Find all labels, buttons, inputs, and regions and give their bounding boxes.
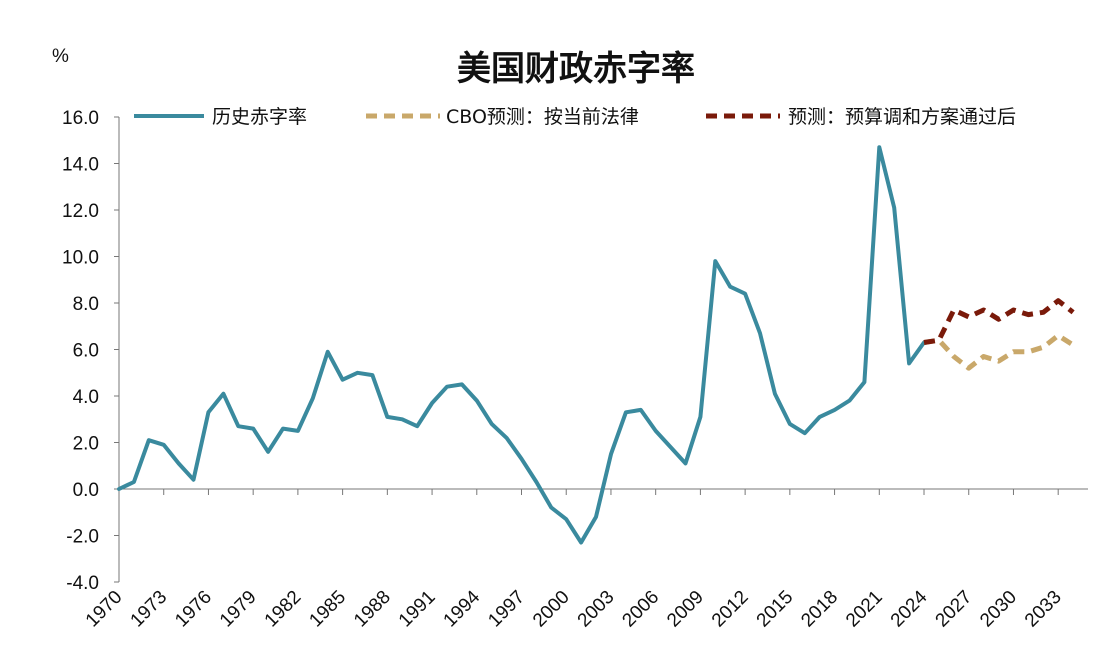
legend-item-reconciliation: 预测：预算调和方案通过后: [706, 106, 1016, 128]
x-tick-label: 2018: [797, 587, 842, 632]
x-tick-label: 1994: [440, 586, 485, 631]
legend-item-history: 历史赤字率: [134, 106, 307, 128]
y-tick-label: -4.0: [66, 573, 99, 594]
legend-label-reconciliation: 预测：预算调和方案通过后: [788, 106, 1016, 128]
y-tick-label: 12.0: [62, 201, 99, 222]
x-tick-label: 1997: [484, 587, 529, 632]
legend-item-cbo: CBO预测：按当前法律: [366, 106, 639, 128]
x-axis-ticks: 1970 1973 1976 1979 1982 1985 1988 1991 1994 1997…: [82, 489, 1066, 631]
y-axis-unit-label: %: [52, 46, 69, 67]
y-tick-label: 10.0: [62, 248, 99, 269]
x-tick-label: 2015: [753, 587, 798, 632]
x-tick-label: 1985: [305, 587, 350, 632]
y-tick-label: 16.0: [62, 108, 99, 129]
x-tick-label: 1979: [216, 587, 261, 632]
legend-label-history: 历史赤字率: [212, 106, 307, 128]
x-tick-label: 1982: [261, 587, 306, 632]
legend-label-cbo: CBO预测：按当前法律: [446, 106, 639, 128]
series-line-2: [923, 298, 1075, 345]
x-tick-label: 2003: [574, 587, 619, 632]
x-tick-label: 2009: [663, 587, 708, 632]
x-tick-label: 2000: [529, 587, 574, 632]
series-line-1: [923, 333, 1075, 371]
legend: 历史赤字率 CBO预测：按当前法律 预测：预算调和方案通过后: [134, 106, 1016, 128]
x-tick-label: 2024: [887, 586, 932, 631]
x-tick-label: 2006: [618, 587, 663, 632]
x-tick-label: 1988: [350, 587, 395, 632]
x-tick-label: 2021: [842, 587, 887, 632]
x-tick-label: 1991: [395, 587, 440, 632]
x-tick-label: 2030: [976, 587, 1021, 632]
x-tick-label: 1973: [127, 587, 172, 632]
x-tick-label: 2027: [932, 587, 977, 632]
y-tick-label: 14.0: [62, 155, 99, 176]
series-line-0: [117, 145, 926, 545]
y-tick-label: 8.0: [73, 294, 99, 315]
chart-title: 美国财政赤字率: [457, 49, 695, 89]
y-tick-label: 6.0: [73, 341, 99, 362]
y-tick-label: 4.0: [73, 387, 99, 408]
y-tick-label: -2.0: [66, 527, 99, 548]
x-tick-label: 1976: [171, 587, 216, 632]
x-tick-label: 2012: [708, 587, 753, 632]
y-axis-ticks: 16.0 14.0 12.0 10.0 8.0 6.0 4.0 2.0 0.0 -2.0 -4.0: [62, 108, 119, 594]
y-tick-label: 2.0: [73, 434, 99, 455]
x-tick-label: 2033: [1021, 587, 1066, 632]
series-layer: [117, 145, 1075, 545]
y-tick-label: 0.0: [73, 480, 99, 501]
